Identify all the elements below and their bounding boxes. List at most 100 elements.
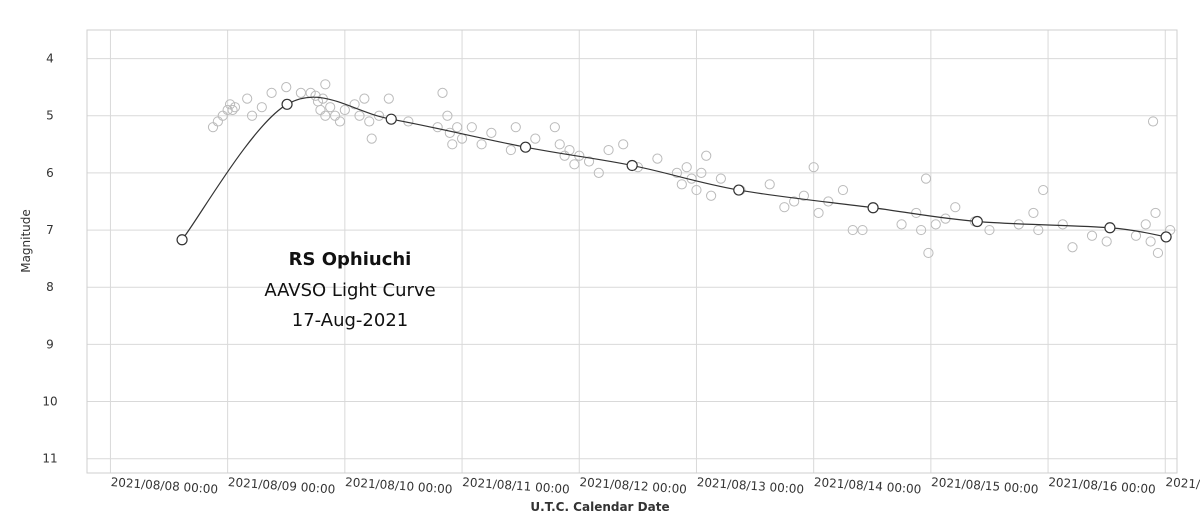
faint-observations [207,79,1176,259]
observation-point [476,139,487,150]
observation-point [813,207,824,219]
observation-point [1147,116,1159,127]
observation-point [1150,207,1161,219]
observation-point [798,190,809,201]
observation-point [207,122,219,133]
observation-point [691,184,702,196]
observation-point [779,202,790,213]
observation-point [896,219,907,230]
mean-magnitude-point [519,141,532,153]
grid-layer [87,30,1177,473]
observation-point [593,167,604,179]
annotation-date: 17-Aug-2021 [292,310,408,331]
y-tick-label: 6 [46,166,54,180]
observation-point [1086,230,1098,241]
y-axis-label: Magnitude [19,209,33,273]
observation-point [764,179,775,190]
y-tick-label: 7 [46,223,54,237]
observation-point [984,224,995,236]
observation-point [320,79,331,90]
plot-frame [86,29,1178,474]
observation-point [227,104,238,116]
observation-point [837,184,849,196]
mean-magnitude-point [281,98,293,110]
observation-point [242,93,253,104]
observation-point [437,87,448,98]
mean-magnitude-point [1104,222,1116,234]
observation-point [310,90,321,101]
observation-point [212,116,223,127]
observation-point [857,224,868,236]
observation-point [676,179,687,190]
observation-point [256,102,267,113]
observation-point [1140,219,1151,230]
observation-point [510,122,521,133]
observation-point [603,144,614,156]
x-tick-label: 2021/08/11 00:00 [462,475,570,496]
observation-point [808,162,819,173]
observation-point [373,110,385,121]
observation-point [444,127,455,138]
observation-point [466,122,477,133]
mean-light-curve-line [181,96,1167,241]
x-tick-label: 2021/08/08 00:00 [110,475,218,496]
observation-point [339,104,350,116]
observation-point [706,190,717,201]
observation-point [916,224,927,236]
observation-point [229,102,241,113]
observation-point [1038,184,1049,196]
x-tick-label: 2021/08/14 00:00 [813,475,921,496]
mean-magnitude-point [971,215,983,228]
observation-point [349,99,360,110]
observation-point [789,196,800,207]
observation-point [696,167,707,179]
mean-magnitude-point [385,113,397,125]
x-tick-label: 2021/08/09 00:00 [227,475,335,496]
y-tick-label: 5 [46,109,54,123]
y-tick-label: 4 [46,52,54,66]
observation-point [224,99,236,110]
observation-point [447,139,458,150]
observation-point [847,224,858,236]
mean-magnitude-point [867,202,879,214]
x-tick-label: 2021/08/17 00:00 [1165,475,1200,496]
observation-point [1145,236,1156,247]
mean-magnitude-point [1160,231,1172,243]
observation-point [320,110,331,121]
mean-magnitude-point [626,159,638,172]
observation-point [246,110,258,121]
mean-magnitude-point [733,184,745,196]
x-tick-label: 2021/08/16 00:00 [1048,475,1156,496]
observation-point [618,139,629,150]
observation-point [1067,242,1078,253]
observation-point [366,133,377,144]
observation-point [486,127,497,138]
x-tick-label: 2021/08/10 00:00 [345,475,453,496]
observation-point [701,150,712,161]
observation-point [652,153,663,164]
observation-point [1152,247,1164,259]
observation-point [325,102,336,113]
annotation-star-name: RS Ophiuchi [289,249,412,270]
observation-point [1033,224,1044,236]
x-tick-label: 2021/08/12 00:00 [579,475,687,496]
x-tick-labels: 2021/08/08 00:00 2021/08/09 00:00 2021/08/… [110,475,1200,496]
observation-point [681,162,692,173]
observation-point [383,93,394,104]
observation-point [950,202,961,213]
observation-point [334,116,346,127]
observation-point [559,150,570,161]
y-tick-label: 10 [42,395,57,409]
observation-point [923,247,934,259]
observation-point [281,82,292,93]
annotation-subtitle: AAVSO Light Curve [264,280,435,301]
x-axis-label: U.T.C. Calendar Date [530,500,669,514]
observation-point [549,122,560,133]
observation-point [530,133,541,144]
observation-point [564,144,575,156]
observation-point [442,110,453,121]
y-tick-label: 8 [46,280,54,294]
observation-point [359,93,370,104]
